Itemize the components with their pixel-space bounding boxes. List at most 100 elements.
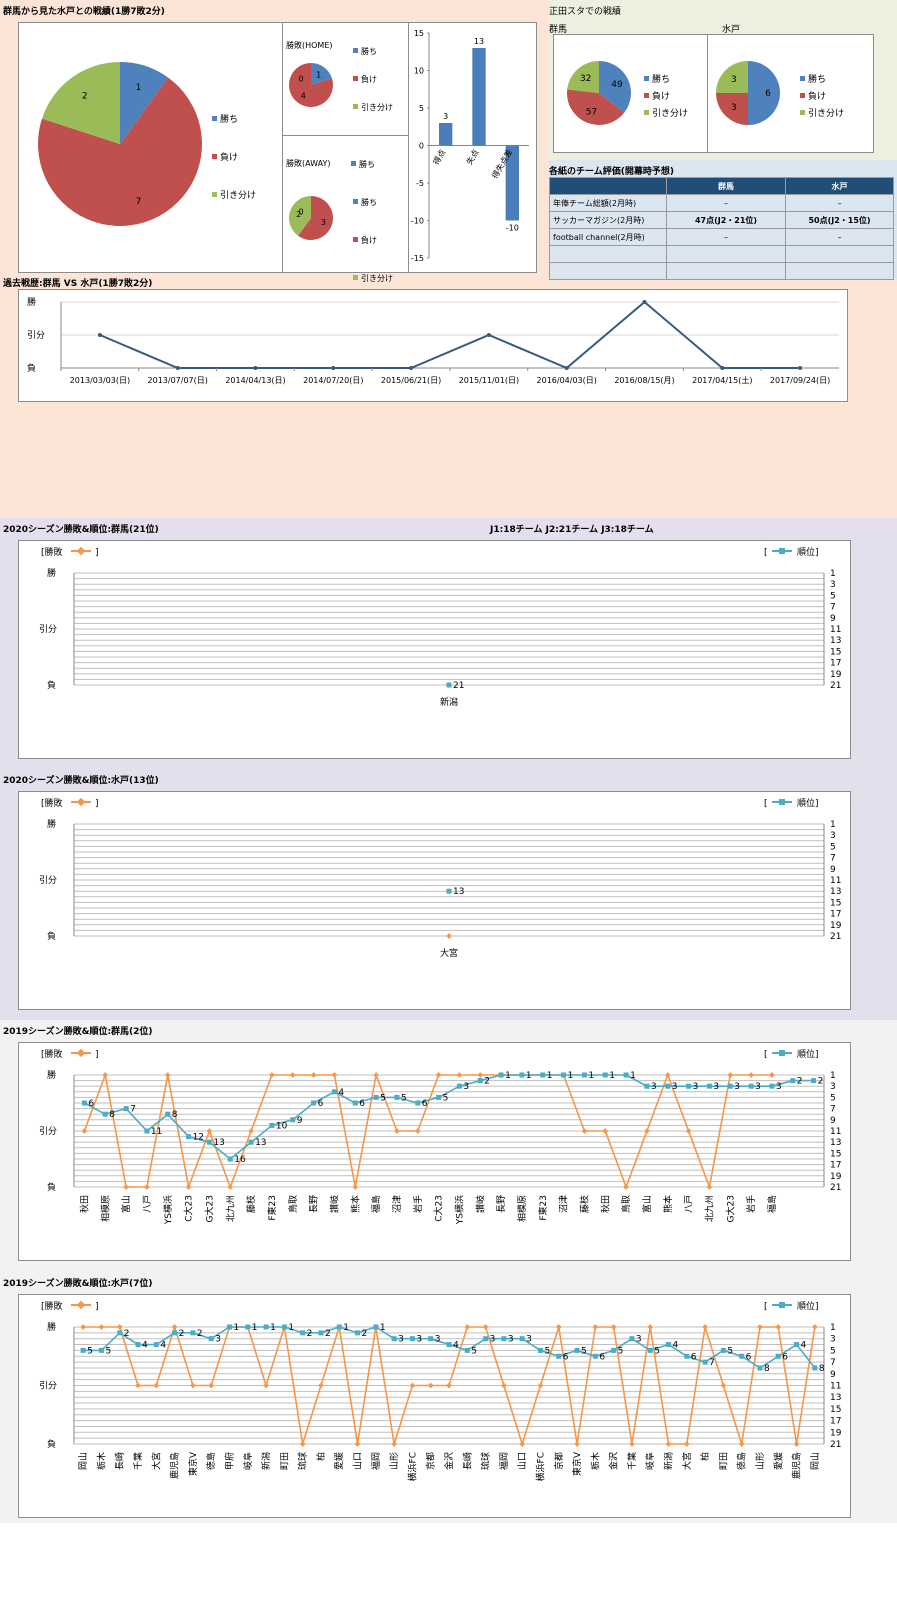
rank-point [245, 1324, 251, 1330]
rank-point [556, 1353, 562, 1359]
eval-cell: 50点(J2・15位) [785, 211, 894, 229]
legend-rank-marker [779, 799, 785, 805]
season-left-label: 勝 [47, 818, 56, 830]
result-point [98, 1324, 105, 1330]
rank-point [757, 1365, 763, 1371]
rank-data-label: 6 [563, 1352, 569, 1362]
result-point [775, 1324, 782, 1330]
chart1-panel: [勝敗][順位] 勝引分負 1 3 5 7 9 11 13 15 17 19 21 13 大宮 [18, 791, 851, 1010]
rank-point [153, 1342, 159, 1348]
rank-point [702, 1359, 708, 1365]
pie-slice [289, 63, 333, 107]
rank-data-label: 1 [252, 1323, 258, 1333]
legend-rank-open: [ [764, 1302, 768, 1312]
bar-tick-label: -10 [411, 217, 424, 226]
h2h-point [720, 366, 725, 370]
eval-cell: 47点(J2・21位) [666, 211, 786, 229]
season-left-label: 勝 [47, 567, 56, 579]
rank-point [436, 1094, 442, 1100]
pie-slice [599, 61, 631, 113]
season-rank-tick: 7 [830, 1105, 836, 1115]
season-rank-tick: 1 [830, 820, 836, 830]
eval-cell: – [666, 194, 786, 212]
legend-swatch [353, 237, 358, 242]
rank-data-label: 1 [270, 1323, 276, 1333]
rank-point [602, 1072, 608, 1078]
rank-point [665, 1083, 671, 1089]
result-point [456, 1072, 463, 1078]
season-rank-tick: 17 [830, 659, 841, 669]
opponent-label: 琉球 [297, 1452, 309, 1470]
h2h-date-label: 2013/03/03(日) [70, 376, 130, 385]
opponent-label: 沼津 [559, 1195, 570, 1213]
chart1-title: 2020シーズン勝敗&順位:水戸(13位) [3, 776, 159, 786]
rank-data-label: 3 [526, 1335, 532, 1345]
rank-point [248, 1139, 254, 1145]
bar-tick-label: -15 [411, 254, 424, 263]
h2h-date-label: 2017/09/24(日) [770, 376, 830, 385]
legend-label: 勝ち [652, 73, 670, 85]
opponent-label: 相模原 [516, 1195, 528, 1222]
rank-point [98, 1347, 104, 1353]
season-rank-tick: 1 [830, 1323, 836, 1333]
bar-tick-label: -5 [416, 179, 424, 188]
pie-data-label: 32 [580, 74, 591, 84]
rank-data-label: 4 [801, 1341, 807, 1351]
opponent-label: 岐阜 [242, 1452, 254, 1470]
rank-data-label: 5 [727, 1346, 733, 1356]
opponent-label: 讃岐 [328, 1195, 340, 1213]
opponent-label: 相模原 [99, 1195, 111, 1222]
rank-point [394, 1094, 400, 1100]
legend-rank-label: 順位] [797, 1300, 819, 1312]
rank-data-label: 1 [547, 1071, 553, 1081]
bar-tick-label: 5 [419, 104, 424, 113]
result-point [102, 1072, 109, 1078]
result-point [446, 933, 452, 939]
result-point [310, 1072, 317, 1078]
rank-data-label: 5 [443, 1093, 449, 1103]
rank-data-label: 5 [87, 1346, 93, 1356]
result-point [414, 1128, 421, 1134]
legend-swatch [644, 93, 649, 98]
rank-data-label: 16 [234, 1155, 246, 1165]
rank-point [561, 1072, 567, 1078]
bar [505, 145, 519, 221]
rank-data-label: 8 [172, 1110, 178, 1120]
result-point [738, 1441, 745, 1447]
rank-point [519, 1072, 525, 1078]
rank-data-label: 3 [776, 1082, 782, 1092]
legend-label: 負け [220, 151, 238, 163]
legend-label: 負け [361, 74, 377, 84]
opponent-label: 栃木 [95, 1452, 107, 1470]
opponent-label: 山形 [388, 1452, 400, 1470]
rank-data-label: 1 [526, 1071, 532, 1081]
pie-data-label: 49 [611, 80, 623, 90]
rank-point [446, 682, 452, 688]
season-left-label: 引分 [39, 875, 57, 886]
eval-cell: football channel(2月時) [549, 228, 667, 246]
bar-data-label: 13 [474, 37, 484, 46]
season-left-label: 負 [47, 930, 56, 942]
rank-point [456, 1083, 462, 1089]
legend-label: 引き分け [361, 103, 393, 112]
rank-data-label: 1 [233, 1323, 239, 1333]
opponent-label: 山口 [353, 1452, 364, 1470]
opponent-label: 福島 [766, 1195, 778, 1213]
rank-data-label: 5 [380, 1093, 386, 1103]
result-point [644, 1128, 650, 1134]
rank-point [727, 1083, 733, 1089]
bar [439, 123, 453, 146]
opponent-label: 福岡 [370, 1452, 382, 1470]
rank-data-label: 6 [746, 1352, 752, 1362]
legend-label: 勝ち [359, 159, 375, 169]
rank-data-label: 6 [359, 1099, 365, 1109]
opponent-label: 岡山 [78, 1452, 89, 1470]
opponent-label: 愛媛 [772, 1452, 784, 1470]
season-rank-tick: 15 [830, 647, 841, 657]
result-point [409, 1382, 416, 1389]
rank-data-label: 1 [609, 1071, 615, 1081]
